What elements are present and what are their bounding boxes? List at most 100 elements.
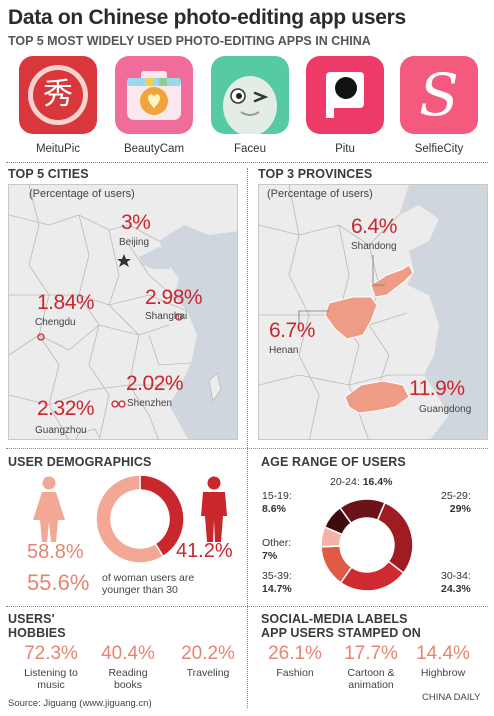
demographics-heading: USER DEMOGRAPHICS (8, 455, 151, 469)
age-slice-25-29 (378, 503, 413, 573)
beijing-star-icon (117, 254, 131, 267)
labels-heading-line2: APP USERS STAMPED ON (261, 626, 421, 640)
selfiecity-icon: S (400, 56, 478, 134)
age-label-25-29: 25-29: 29% (441, 490, 471, 516)
female-pct: 58.8% (27, 541, 84, 564)
cities-heading: TOP 5 CITIES (8, 167, 89, 181)
cities-note: (Percentage of users) (29, 188, 135, 200)
hobbies-heading: USERS' HOBBIES (8, 612, 66, 640)
label-item: 17.7% Cartoon & animation (336, 643, 406, 691)
label-label: Fashion (262, 667, 328, 679)
hobbies-heading-line1: USERS' (8, 612, 55, 626)
hobby-item: 20.2% Traveling (172, 643, 244, 679)
app-selfiecity: S SelfieCity (398, 56, 480, 155)
hobby-label: Reading books (95, 667, 161, 691)
meitu-glyph: 秀 (33, 70, 83, 120)
age-pct: 7% (262, 550, 277, 562)
age-pct: 16.4% (363, 476, 393, 488)
provinces-map: (Percentage of users) 6.4% Shandong 6.7%… (258, 184, 488, 440)
labels-heading-line1: SOCIAL-MEDIA LABELS (261, 612, 408, 626)
label-label: Highbrow (410, 667, 476, 679)
male-icon (199, 476, 229, 542)
provinces-heading: TOP 3 PROVINCES (258, 167, 372, 181)
henan-label: Henan (269, 345, 298, 356)
app-pitu: Pitu (304, 56, 386, 155)
label-item: 26.1% Fashion (262, 643, 328, 679)
label-pct: 14.4% (410, 643, 476, 665)
age-label-30-34: 30-34: 24.3% (441, 570, 471, 596)
divider (6, 448, 488, 449)
label-item: 14.4% Highbrow (410, 643, 476, 679)
shenzhen-marker (119, 401, 125, 407)
age-pct: 14.7% (262, 583, 292, 595)
app-name: MeituPic (17, 143, 99, 155)
hobby-label: Traveling (172, 667, 244, 679)
label-pct: 26.1% (262, 643, 328, 665)
age-range: 15-19: (262, 490, 292, 502)
guangzhou-marker (112, 401, 118, 407)
henan-value: 6.7% (269, 319, 315, 343)
credit: CHINA DAILY (422, 692, 480, 703)
apps-heading: TOP 5 MOST WIDELY USED PHOTO-EDITING APP… (8, 34, 371, 48)
divider (6, 162, 488, 163)
guangdong-value: 11.9% (409, 377, 465, 401)
shenzhen-value: 2.02% (126, 372, 183, 396)
guangzhou-value: 2.32% (37, 397, 94, 421)
age-heading: AGE RANGE OF USERS (261, 455, 406, 469)
hobby-pct: 72.3% (16, 643, 86, 665)
app-beautycam: BeautyCam (113, 56, 195, 155)
hobby-item: 72.3% Listening to music (16, 643, 86, 691)
age-label-35-39: 35-39: 14.7% (262, 570, 292, 596)
young-women-pct: 55.6% (27, 570, 89, 596)
app-name: BeautyCam (113, 143, 195, 155)
henan-region (325, 297, 377, 339)
chengdu-value: 1.84% (37, 291, 94, 315)
beijing-label: Beijing (119, 237, 149, 248)
selfiecity-glyph: S (400, 60, 478, 130)
age-pct: 24.3% (441, 583, 471, 595)
shanghai-label: Shanghai (145, 311, 187, 322)
label-pct: 17.7% (336, 643, 406, 665)
meitu-icon: 秀 (19, 56, 97, 134)
hobbies-heading-line2: HOBBIES (8, 626, 66, 640)
app-meitupic: 秀 MeituPic (17, 56, 99, 155)
app-faceu: Faceu (209, 56, 291, 155)
age-pct: 8.6% (262, 503, 286, 515)
shandong-region (371, 265, 413, 297)
hobby-item: 40.4% Reading books (95, 643, 161, 691)
app-name: Pitu (304, 143, 386, 155)
female-icon (32, 476, 66, 542)
label-label: Cartoon & animation (336, 667, 406, 691)
provinces-note: (Percentage of users) (267, 188, 373, 200)
beijing-value: 3% (121, 211, 150, 235)
male-pct: 41.2% (176, 540, 233, 563)
hobby-pct: 20.2% (172, 643, 244, 665)
age-range: 35-39: (262, 570, 292, 582)
labels-heading: SOCIAL-MEDIA LABELS APP USERS STAMPED ON (261, 612, 421, 640)
app-name: Faceu (209, 143, 291, 155)
age-range: 20-24: (330, 476, 360, 488)
hobby-pct: 40.4% (95, 643, 161, 665)
shandong-label: Shandong (351, 241, 397, 252)
age-range: 25-29: (441, 490, 471, 502)
guangdong-region (345, 381, 409, 413)
age-label-other: Other: 7% (262, 537, 291, 563)
shandong-value: 6.4% (351, 215, 397, 239)
shenzhen-label: Shenzhen (127, 398, 172, 409)
beautycam-icon (115, 56, 193, 134)
divider (6, 606, 488, 607)
age-range: 30-34: (441, 570, 471, 582)
young-women-text: of woman users are younger than 30 (102, 572, 230, 596)
gender-donut-chart (95, 474, 185, 564)
guangdong-label: Guangdong (419, 404, 471, 415)
page-title: Data on Chinese photo-editing app users (8, 6, 406, 30)
age-label-20-24: 20-24: 16.4% (330, 476, 392, 489)
age-range: Other: (262, 537, 291, 549)
faceu-icon (211, 56, 289, 134)
app-name: SelfieCity (398, 143, 480, 155)
age-donut (321, 499, 413, 591)
cities-map: (Percentage of users) 3% Beijing 1.84% C… (8, 184, 238, 440)
hobby-label: Listening to music (16, 667, 86, 691)
age-label-15-19: 15-19: 8.6% (262, 490, 292, 516)
age-donut-chart (319, 497, 415, 593)
